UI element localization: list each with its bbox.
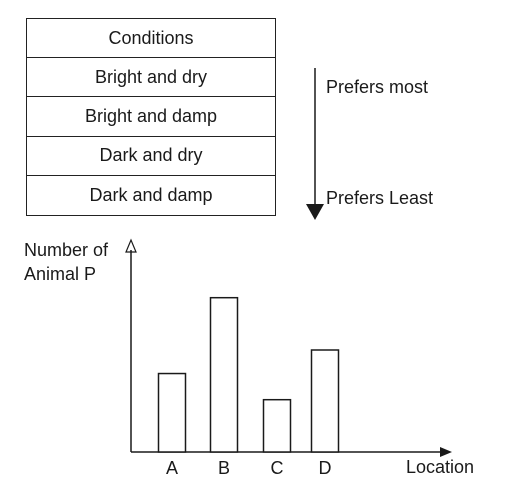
condition-row: Dark and dry <box>27 137 275 176</box>
prefers-most-label: Prefers most <box>326 77 429 97</box>
x-axis-label: Location <box>406 457 475 477</box>
y-axis-label: Number of Animal P <box>24 238 108 286</box>
condition-row: Dark and damp <box>89 184 213 205</box>
y-axis-label-line: Animal P <box>24 264 97 284</box>
bar-a <box>157 372 187 453</box>
x-tick-label-c: C <box>271 458 284 478</box>
conditions-header: Conditions <box>27 19 275 59</box>
conditions-table: Conditions Bright and dry Bright and dam… <box>26 18 276 216</box>
preference-arrow-head <box>306 204 324 220</box>
y-axis-arrowhead <box>125 238 137 253</box>
condition-row: Bright and damp <box>27 97 275 137</box>
x-tick-label-a: A <box>166 458 178 478</box>
bar-d <box>310 349 340 453</box>
x-tick-label-b: B <box>218 458 230 478</box>
bar-c <box>262 398 292 453</box>
bar-b <box>209 296 239 453</box>
x-axis-arrowhead <box>440 447 452 457</box>
y-axis-label-line: Number of <box>24 240 109 260</box>
condition-row: Bright and dry <box>27 58 275 98</box>
prefers-least-label: Prefers Least <box>326 188 434 208</box>
preference-arrow <box>306 68 324 220</box>
x-tick-label-d: D <box>319 458 332 478</box>
